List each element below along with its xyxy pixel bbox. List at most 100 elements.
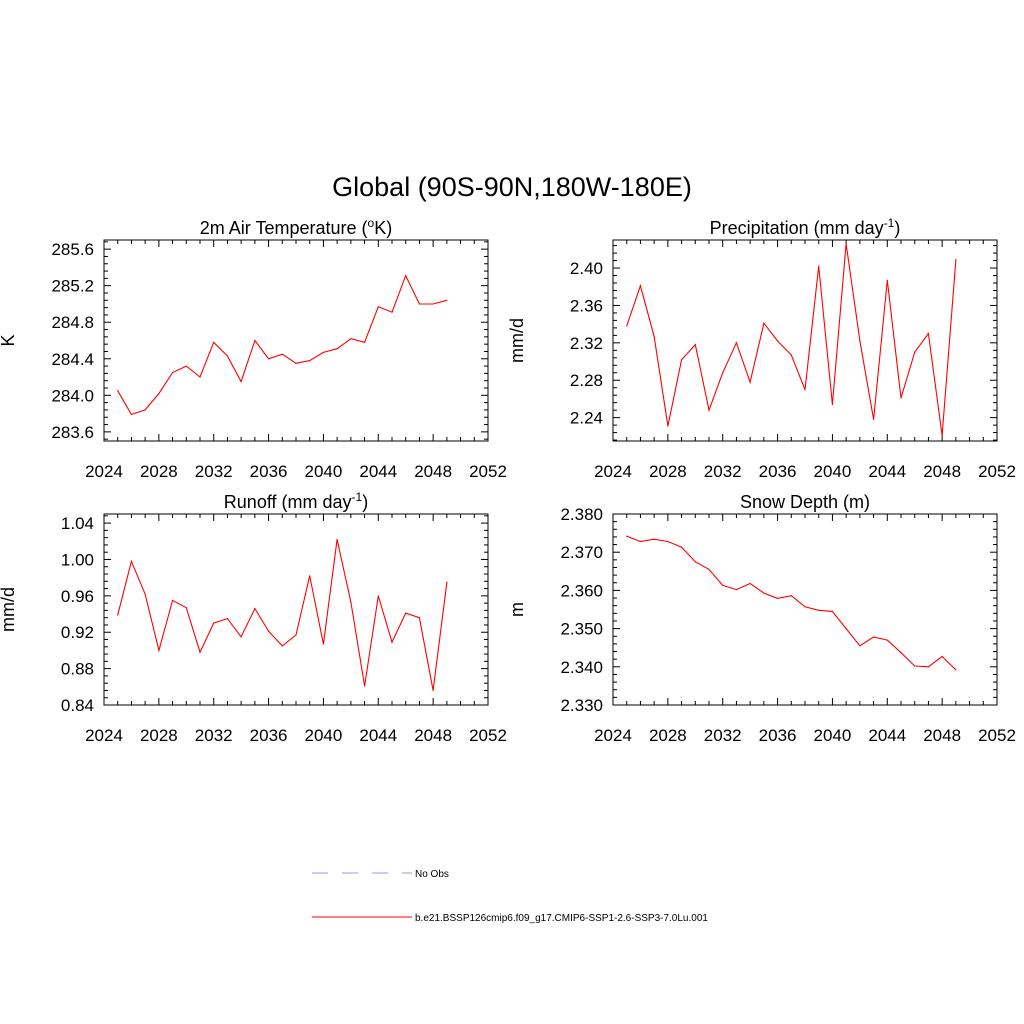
data-point [446, 581, 448, 583]
data-point [281, 645, 283, 647]
x-tick-label: 2032 [704, 462, 742, 481]
data-point [927, 332, 930, 335]
data-point [763, 592, 765, 594]
x-tick-label: 2040 [305, 462, 343, 481]
data-point [199, 651, 201, 653]
y-tick-label: 2.360 [560, 581, 603, 600]
data-point [336, 538, 338, 541]
panel-title-suffix: K) [374, 218, 392, 238]
data-point [790, 354, 792, 356]
data-point [941, 655, 943, 658]
series-line-1 [117, 539, 448, 691]
data-point [432, 303, 434, 305]
x-tick-label: 2040 [305, 726, 343, 745]
x-tick-label: 2040 [814, 726, 852, 745]
data-point [130, 413, 133, 416]
data-point [680, 359, 683, 361]
x-tick-label: 2024 [594, 462, 632, 481]
data-point [240, 381, 242, 383]
data-point [309, 575, 311, 577]
x-tick-label: 2032 [195, 726, 233, 745]
legend: No Obs b.e21.BSSP126cmip6.f09_g17.CMIP6-S… [312, 869, 708, 924]
data-point [694, 561, 696, 563]
plot-frame [103, 239, 489, 442]
panel-title-suffix: ) [894, 218, 900, 238]
x-tick-label: 2028 [140, 726, 178, 745]
legend-label-1: No Obs [415, 869, 449, 880]
y-tick-label: 0.88 [61, 660, 94, 679]
data-point [776, 597, 779, 600]
y-tick-label: 285.6 [51, 240, 94, 259]
y-tick-label: 285.2 [51, 277, 94, 296]
data-point [185, 365, 187, 367]
data-point [158, 649, 160, 652]
y-tick-label: 2.28 [570, 371, 603, 390]
x-tick-label: 2032 [195, 462, 233, 481]
data-point [831, 610, 834, 613]
x-tick-label: 2044 [868, 462, 906, 481]
x-tick-label: 2044 [868, 726, 906, 745]
data-point [240, 636, 242, 638]
data-point [391, 641, 393, 643]
y-tick-label: 284.0 [51, 386, 94, 405]
data-point [213, 622, 215, 624]
data-point [267, 630, 270, 632]
data-point [213, 341, 215, 343]
data-point [254, 339, 256, 342]
x-tick-label: 2048 [923, 462, 961, 481]
data-point [722, 372, 724, 374]
data-point [158, 392, 160, 395]
data-point [171, 599, 174, 602]
x-tick-label: 2052 [469, 462, 507, 481]
data-point [350, 601, 352, 603]
series-line-1 [626, 535, 957, 671]
data-point [363, 341, 366, 343]
series-line-1 [117, 274, 448, 416]
x-tick-label: 2044 [359, 462, 397, 481]
y-axis-label: m [507, 602, 527, 617]
series-line-1 [626, 243, 957, 436]
data-point [377, 306, 379, 308]
data-point [117, 390, 119, 392]
data-point [322, 351, 325, 353]
x-tick-label: 2036 [250, 726, 288, 745]
panel-1: 2m Air Temperature (oK) 2024 2028 2032 2036 2… [0, 216, 507, 481]
data-point [914, 351, 916, 353]
y-tick-label: 284.4 [51, 350, 94, 369]
data-point [295, 362, 297, 364]
data-point [955, 259, 957, 261]
y-axis-label: mm/d [0, 587, 18, 632]
x-tick-label: 2028 [140, 462, 178, 481]
data-point [185, 607, 187, 609]
data-point [722, 584, 724, 587]
data-point [626, 325, 628, 327]
panel-3: Runoff (mm day-1) 2024 2028 2032 2036 2040 204… [0, 490, 507, 745]
data-point [749, 381, 751, 383]
data-point [804, 606, 806, 608]
data-point [763, 322, 765, 324]
data-point [281, 353, 283, 355]
panel-title: Runoff (mm day-1) [224, 490, 368, 512]
data-point [432, 689, 434, 692]
panel-title-superscript: -1 [352, 490, 363, 504]
data-point [872, 636, 875, 638]
data-point [735, 342, 738, 344]
data-point [859, 340, 861, 342]
data-point [377, 595, 379, 597]
legend-label-2: b.e21.BSSP126cmip6.f09_g17.CMIP6-SSP1-2.… [415, 913, 708, 924]
x-tick-label: 2024 [85, 726, 123, 745]
y-axis-label: mm/d [507, 318, 527, 363]
panel-title: Precipitation (mm day-1) [710, 216, 901, 238]
data-point [708, 568, 710, 570]
y-tick-label: 2.330 [560, 696, 603, 715]
data-point [199, 376, 201, 378]
data-point [914, 665, 916, 667]
panel-title-text: Snow Depth (m) [740, 492, 870, 512]
panel-title: Snow Depth (m) [740, 492, 870, 512]
y-tick-label: 2.36 [570, 296, 603, 315]
x-tick-label: 2036 [759, 462, 797, 481]
x-tick-label: 2036 [759, 726, 797, 745]
data-point [818, 609, 820, 611]
y-tick-label: 2.350 [560, 620, 603, 639]
